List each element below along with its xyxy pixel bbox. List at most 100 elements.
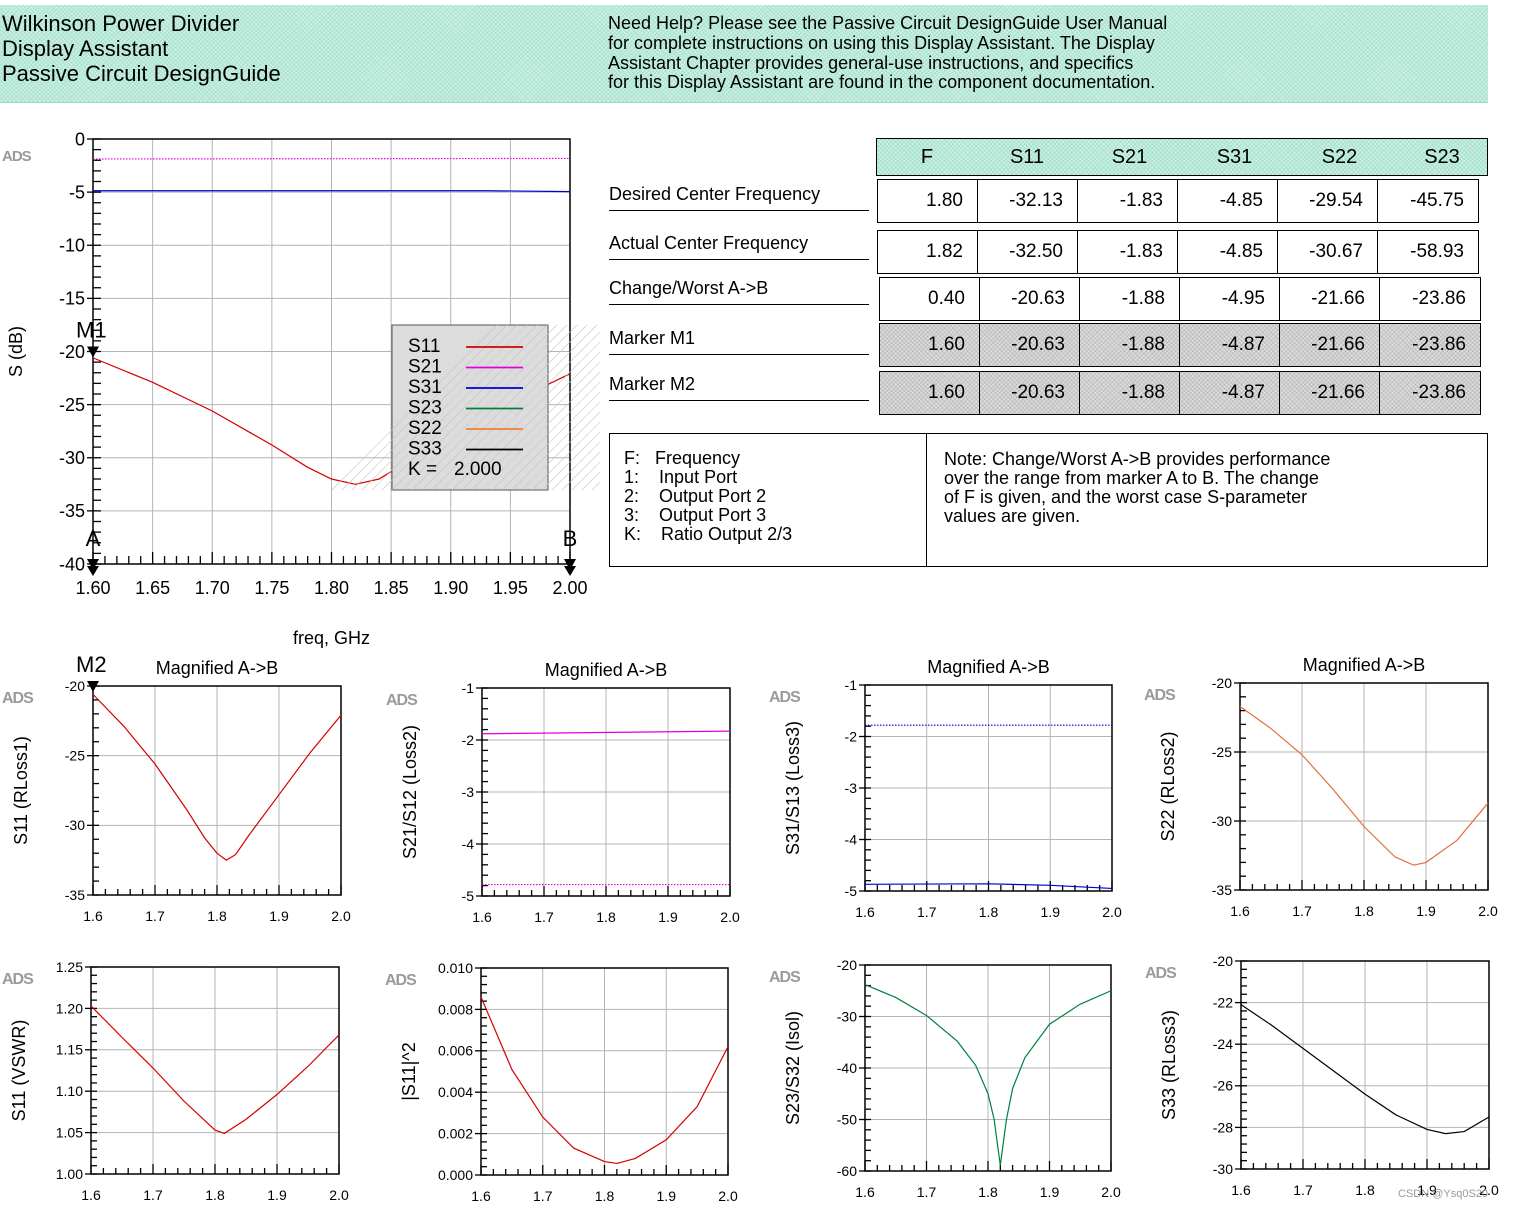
legend-hatch (441, 331, 600, 491)
y-axis-label: S11 (RLoss1) (11, 736, 31, 845)
y-tick-label: -5 (462, 888, 475, 904)
y-tick-label: -30 (1213, 1161, 1233, 1177)
x-tick-label: 1.6 (81, 1187, 101, 1203)
port-legend-box: F: Frequency 1: Input Port 2: Output Por… (609, 433, 1488, 567)
y-tick-label: -40 (837, 1060, 857, 1076)
ads-badge: ADS (769, 969, 801, 986)
y-tick-label: -2 (845, 728, 858, 744)
x-tick-label: 1.65 (135, 578, 170, 598)
marker-label: M2 (76, 652, 107, 677)
legend-hatch (371, 324, 538, 491)
note-line: Note: Change/Worst A->B provides perform… (944, 449, 1331, 469)
y-tick-label: -20 (837, 957, 857, 973)
y-tick-label: -3 (845, 780, 858, 796)
ads-badge: ADS (1145, 965, 1177, 982)
s21-loss2-chart: 1.6 1.7 1.8 1.9 2.0 -1 -2 -3 -4 -5 ADS S21/S12 (Los… (386, 660, 740, 925)
table-cell: -29.54 (1278, 180, 1378, 222)
series-line-s11 (92, 693, 342, 861)
marker-triangle (87, 559, 99, 570)
y-axis-label: S33 (RLoss3) (1159, 1010, 1179, 1120)
y-tick-label: -25 (59, 395, 85, 415)
y-tick-label: -10 (59, 236, 85, 256)
legend-hatch (351, 324, 518, 491)
help-text-line-1: Need Help? Please see the Passive Circui… (608, 13, 1168, 33)
series-line-s11 (480, 996, 729, 1165)
y-tick-label: 0.008 (438, 1001, 473, 1017)
x-tick-label: 1.90 (433, 578, 468, 598)
col-header-s31: S31 (1216, 146, 1253, 168)
legend-hatch (341, 324, 508, 491)
legend-hatch (561, 451, 600, 491)
x-tick-label: 1.8 (1354, 903, 1374, 919)
x-tick-label: 1.6 (855, 904, 875, 920)
header-banner: Wilkinson Power Divider Display Assistan… (0, 5, 1488, 103)
marker-label: B (563, 526, 578, 551)
legend-label: S21 (408, 357, 442, 378)
s11-rloss1-chart: 1.6 1.7 1.8 1.9 2.0 -20 -25 -30 -35 ADS S11 (RLoss… (2, 652, 351, 924)
ads-badge: ADS (385, 972, 417, 989)
legend-text: Input Port (659, 467, 738, 487)
legend-box (391, 324, 549, 491)
table-row: 0.40 -20.63 -1.88 -4.95 -21.66 -23.86 (879, 277, 1481, 321)
y-tick-label: 0.006 (438, 1043, 473, 1059)
legend-hatch (401, 324, 568, 491)
x-tick-label: 2.0 (718, 1188, 738, 1204)
legend-key: 1: (624, 467, 640, 487)
table-cell: -23.86 (1412, 382, 1466, 403)
y-tick-label: 1.05 (56, 1125, 83, 1141)
x-tick-label: 1.7 (145, 908, 165, 924)
legend-key: K: (624, 524, 642, 544)
table-row: 1.80 -32.13 -1.83 -4.85 -29.54 -45.75 (877, 179, 1479, 223)
y-tick-label: -20 (59, 342, 85, 362)
y-tick-label: -1 (845, 677, 858, 693)
table-header: F S11 S21 S31 S22 S23 (876, 138, 1488, 176)
table-cell: -1.83 (1078, 231, 1178, 273)
y-tick-label: -4 (462, 836, 475, 852)
s33-rloss3-chart: 1.6 1.7 1.8 1.9 2.0 -20 -22 -24 -26 -28 -30 ADS S33 … (1145, 953, 1499, 1198)
y-tick-label: -35 (1212, 882, 1232, 898)
col-header-s11: S11 (1009, 146, 1045, 168)
ads-badge: ADS (2, 690, 34, 707)
table-cell: -45.75 (1410, 190, 1464, 211)
legend-hatch (421, 324, 588, 491)
y-axis-label: S11 (VSWR) (9, 1020, 29, 1122)
x-tick-label: 1.8 (978, 1184, 998, 1200)
table-cell: -1.88 (1080, 372, 1180, 414)
table-cell: -4.87 (1180, 324, 1280, 366)
port-legend-item: 3: Output Port 3 (624, 506, 766, 525)
x-tick-label: 1.8 (205, 1187, 225, 1203)
x-tick-label: 1.8 (207, 908, 227, 924)
series-line-s22 (1239, 705, 1489, 866)
s11-vswr-chart: 1.6 1.7 1.8 1.9 2.0 1.00 1.05 1.10 1.15 1.20 1.25 A… (2, 959, 349, 1203)
x-tick-label: 2.0 (1101, 1184, 1121, 1200)
legend-hatch (481, 371, 600, 491)
marker-triangle (564, 566, 576, 576)
legend-hatch (501, 391, 600, 491)
x-tick-label: 2.0 (1102, 904, 1122, 920)
y-tick-label: -20 (1213, 953, 1233, 969)
legend-label: S11 (408, 336, 440, 357)
x-tick-label: 1.70 (195, 578, 230, 598)
main-s-parameter-chart: 1.60 1.65 1.70 1.75 1.80 1.85 1.90 1.95 2.000-5-… (2, 129, 600, 648)
series-line-s11 (90, 1005, 340, 1135)
port-legend-item: 1: Input Port (624, 468, 737, 487)
y-tick-label: -40 (59, 554, 85, 574)
table-cell: -21.66 (1280, 324, 1380, 366)
x-tick-label: 1.6 (471, 1188, 491, 1204)
y-tick-label: -2 (462, 732, 475, 748)
x-tick-label: 1.9 (269, 908, 289, 924)
table-cell: -32.50 (978, 231, 1078, 273)
ads-badge: ADS (386, 692, 418, 709)
legend-k-value: 2.000 (454, 459, 502, 480)
table-cell: 1.82 (878, 231, 978, 273)
y-tick-label: -30 (65, 817, 85, 833)
x-tick-label: 1.95 (493, 578, 528, 598)
x-tick-label: 1.7 (1292, 903, 1312, 919)
s22-rloss2-chart: 1.6 1.7 1.8 1.9 2.0 -20 -25 -30 -35 ADS S22 (RLoss… (1144, 655, 1498, 919)
row-label-marker-m2: Marker M2 (609, 374, 869, 401)
legend-hatch (411, 324, 578, 491)
s11-squared-chart: 1.6 1.7 1.8 1.9 2.0 0.000 0.002 0.004 0.006 0.008… (385, 960, 738, 1204)
legend-label: S23 (408, 398, 442, 419)
row-label-desired: Desired Center Frequency (609, 184, 869, 211)
port-legend-item: F: Frequency (624, 449, 740, 468)
